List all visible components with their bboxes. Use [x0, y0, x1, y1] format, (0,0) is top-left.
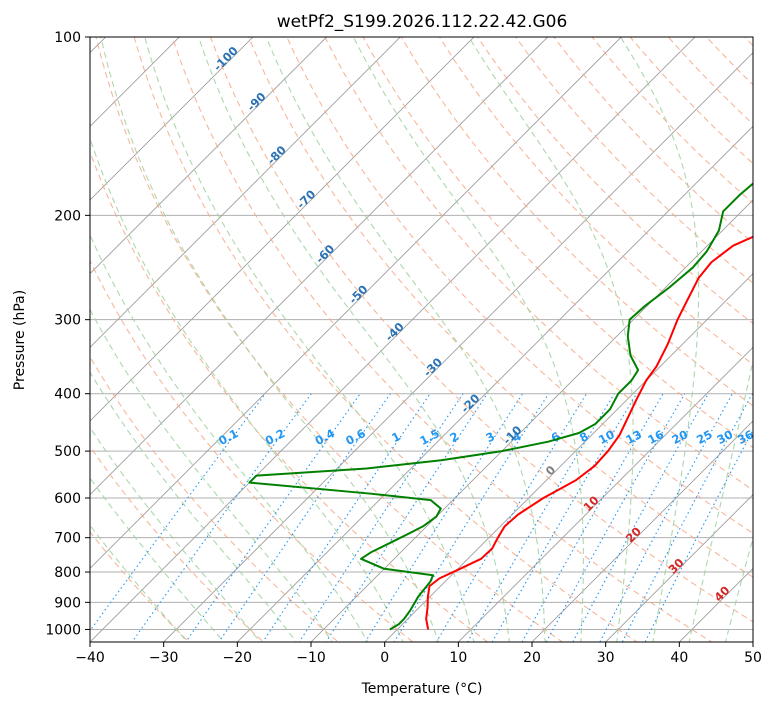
isotherm-line: [90, 37, 180, 127]
moist-adiabat-line: [90, 426, 261, 642]
sounding-profiles: [248, 182, 753, 631]
dry-adiabat-line: [324, 37, 753, 491]
dry-adiabat-line: [286, 37, 753, 534]
moist-adiabat-line: [90, 477, 225, 642]
isotherm-line: [310, 199, 753, 642]
isotherm-line: [90, 37, 254, 201]
y-tick-label: 500: [54, 444, 81, 460]
isotherm-line: [236, 125, 753, 642]
dry-adiabat-line: [476, 37, 753, 325]
plot-frame: [89, 36, 754, 643]
x-tick-label: 20: [523, 650, 541, 666]
y-tick-label: 100: [54, 30, 81, 46]
mixing-ratio-line: [262, 393, 431, 642]
dry-adiabat-line: [133, 37, 639, 642]
mixing-ratio-line: [621, 393, 753, 642]
moist-adiabat-line: [468, 37, 634, 642]
isotherm-line: [457, 346, 753, 642]
moist-adiabat-line: [198, 37, 510, 642]
y-axis-title: Pressure (hPa): [12, 290, 28, 390]
y-tick-label: 400: [54, 387, 81, 403]
dry-adiabat-line: [90, 445, 265, 642]
x-tick-label: −40: [75, 650, 105, 666]
mixing-ratio-line: [491, 393, 638, 642]
y-tick-label: 200: [54, 208, 81, 224]
background-lines: [90, 37, 753, 642]
mixing-ratio-label: 30: [714, 427, 735, 447]
x-tick-label: 40: [670, 650, 688, 666]
y-tick-label: 900: [54, 595, 81, 611]
mixing-ratio-label: 36: [735, 427, 756, 447]
isotherm-line: [531, 420, 753, 642]
moist-adiabat-line: [90, 233, 369, 642]
mixing-ratio-label: 25: [694, 427, 715, 447]
x-tick-label: −10: [296, 650, 326, 666]
moist-adiabat-line: [724, 536, 753, 642]
x-tick-label: −30: [149, 650, 179, 666]
isotherm-line: [605, 494, 753, 642]
chart-title: wetPf2_S199.2026.112.22.42.G06: [277, 12, 568, 32]
x-tick-label: 0: [380, 650, 389, 666]
dry-adiabat-line: [248, 37, 753, 578]
mixing-ratio-label: 20: [669, 427, 690, 447]
y-tick-label: 1000: [45, 622, 81, 638]
dry-adiabat-line: [667, 37, 753, 125]
moist-adiabat-line: [90, 308, 333, 642]
dry-adiabat-line: [438, 37, 753, 366]
y-tick-label: 800: [54, 565, 81, 581]
isotherm-line: [90, 37, 696, 642]
dry-adiabat-line: [171, 37, 713, 642]
mixing-ratio-label: 10: [596, 427, 617, 447]
mixing-ratio-line: [521, 393, 664, 642]
moist-adiabat-line: [688, 358, 753, 642]
y-tick-label: 700: [54, 531, 81, 547]
mixing-ratio-label: 16: [645, 427, 666, 447]
moist-adiabat-line: [265, 37, 546, 642]
isotherm-line: [90, 37, 549, 496]
dewpoint-profile: [248, 182, 753, 631]
mixing-ratio-line: [644, 428, 753, 642]
mixing-ratio-line: [393, 393, 550, 642]
mixing-ratio-line: [185, 393, 361, 642]
dry-adiabat-line: [90, 150, 489, 642]
mixing-ratio-line: [218, 393, 391, 642]
mixing-ratio-line: [325, 393, 488, 642]
mixing-ratio-label: 13: [623, 427, 644, 447]
moist-adiabat-line: [352, 37, 584, 642]
mixing-ratio-line: [466, 393, 615, 642]
x-axis-title: Temperature (°C): [361, 681, 483, 697]
mixing-ratio-line: [435, 393, 588, 642]
isotherm-line: [384, 273, 753, 642]
moist-adiabat-line: [620, 37, 700, 642]
y-tick-label: 300: [54, 313, 81, 329]
x-tick-label: 10: [449, 650, 467, 666]
moist-adiabat-line: [90, 371, 297, 642]
isotherm-line: [90, 37, 401, 348]
y-tick-label: 600: [54, 491, 81, 507]
isotherm-line: [90, 37, 475, 422]
x-tick-label: 50: [744, 650, 762, 666]
mixing-ratio-line: [364, 393, 524, 642]
isotherm-line: [90, 37, 328, 275]
dry-adiabat-line: [362, 37, 753, 449]
moist-adiabat-line: [90, 136, 404, 642]
dry-adiabat-line: [90, 259, 414, 642]
moist-adiabat-line: [144, 37, 475, 642]
isotherm-line: [90, 37, 622, 569]
x-tick-label: −20: [223, 650, 253, 666]
temperature-profile: [425, 235, 753, 630]
x-tick-label: 30: [597, 650, 615, 666]
mixing-ratio-line: [545, 393, 686, 642]
axis-ticks: −40 −30 −20 −10 0 10 20 30 40 50 1000 900 800 700 600 5…: [45, 30, 762, 666]
